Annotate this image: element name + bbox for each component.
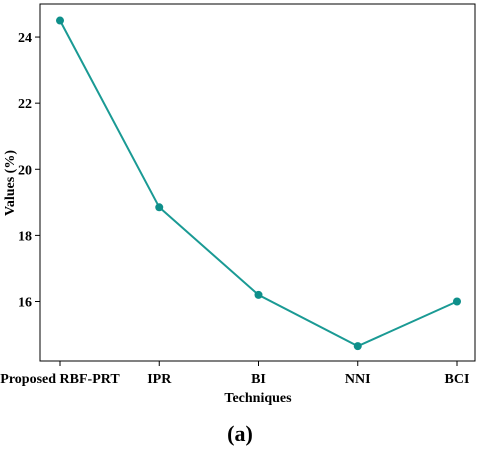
x-tick-label: Proposed RBF-PRT	[0, 372, 120, 387]
data-point	[353, 342, 362, 351]
y-tick-label: 22	[18, 97, 32, 112]
y-tick-label: 16	[18, 296, 32, 311]
y-axis-ticks: 16 18 20 22 24	[18, 31, 40, 311]
data-point	[56, 16, 64, 25]
x-tick-label: NNI	[345, 372, 371, 387]
x-axis-ticks: Proposed RBF-PRT IPR BI NNI BCI	[0, 361, 469, 387]
x-tick-label: BI	[251, 372, 266, 387]
series-markers	[56, 16, 461, 351]
y-axis-label: Values (%)	[3, 150, 18, 216]
data-point	[155, 203, 164, 212]
data-point	[254, 290, 263, 299]
x-axis-label: Techniques	[224, 391, 292, 406]
y-tick-label: 18	[18, 229, 32, 244]
plot-frame	[39, 3, 476, 362]
x-tick-label: BCI	[445, 372, 470, 387]
y-tick-label: 24	[18, 31, 32, 46]
data-point	[453, 297, 461, 306]
x-tick-label: IPR	[147, 372, 172, 387]
panel-label: (a)	[227, 421, 253, 446]
y-tick-label: 20	[18, 163, 32, 178]
